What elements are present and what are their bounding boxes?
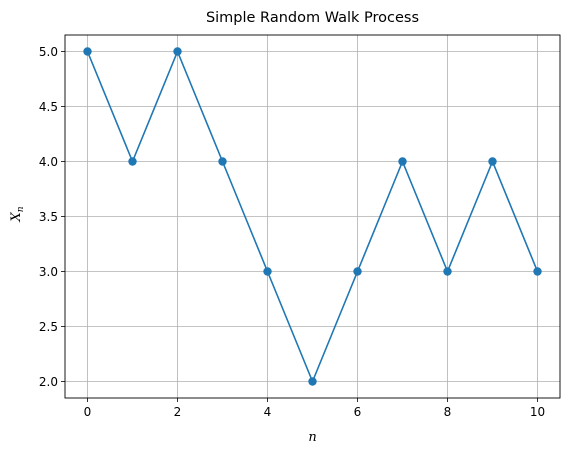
y-axis-label-base: X — [9, 212, 24, 223]
y-axis: 2.0 2.5 3.0 3.5 4.0 4.5 5.0 — [39, 45, 65, 389]
x-axis-label: n — [308, 430, 316, 445]
series-group — [83, 47, 542, 386]
y-tick-label: 2.0 — [39, 375, 58, 389]
data-point — [443, 267, 452, 276]
x-tick-label: 4 — [264, 405, 272, 419]
x-tick-label: 8 — [444, 405, 452, 419]
data-point — [488, 157, 497, 166]
data-point — [308, 377, 317, 386]
x-axis: 0 2 4 6 8 10 — [84, 398, 545, 419]
y-tick-label: 3.0 — [39, 265, 58, 279]
y-axis-label: Xn — [9, 206, 26, 222]
data-point — [83, 47, 92, 56]
x-tick-label: 6 — [354, 405, 362, 419]
data-point — [263, 267, 272, 276]
data-point — [533, 267, 542, 276]
data-point — [128, 157, 137, 166]
x-tick-label: 10 — [530, 405, 545, 419]
y-tick-label: 4.5 — [39, 100, 58, 114]
data-point — [173, 47, 182, 56]
y-tick-label: 4.0 — [39, 155, 58, 169]
data-point — [353, 267, 362, 276]
x-tick-label: 2 — [174, 405, 182, 419]
x-tick-label: 0 — [84, 405, 92, 419]
y-tick-label: 5.0 — [39, 45, 58, 59]
grid-lines — [65, 35, 560, 398]
y-tick-label: 3.5 — [39, 210, 58, 224]
data-point — [398, 157, 407, 166]
data-point — [218, 157, 227, 166]
y-axis-label-subscript: n — [16, 206, 26, 212]
chart-title: Simple Random Walk Process — [206, 10, 419, 26]
y-tick-label: 2.5 — [39, 320, 58, 334]
